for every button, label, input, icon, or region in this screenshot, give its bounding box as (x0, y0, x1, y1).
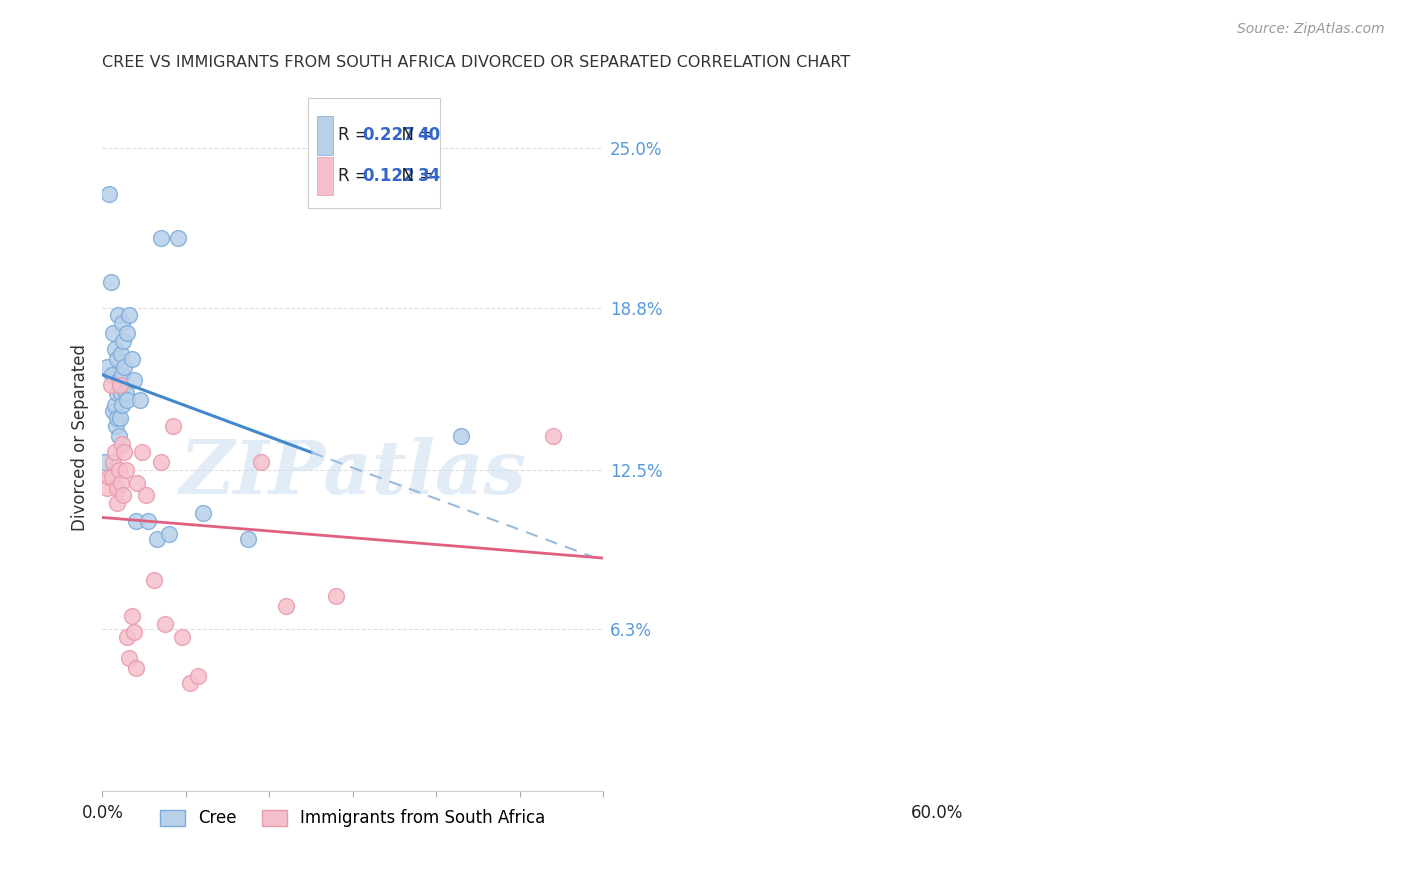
Point (100, 377, 122, 392)
Point (108, 373, 131, 387)
Point (96, 481, 118, 495)
Text: N =: N = (391, 167, 439, 185)
Point (93, 455, 115, 469)
Point (187, 668, 209, 682)
Point (118, 650, 141, 665)
Point (179, 676, 201, 690)
Point (114, 463, 136, 477)
Point (117, 393, 139, 408)
Point (250, 455, 273, 469)
Point (149, 455, 172, 469)
Text: CREE VS IMMIGRANTS FROM SOUTH AFRICA DIVORCED OR SEPARATED CORRELATION CHART: CREE VS IMMIGRANTS FROM SOUTH AFRICA DIV… (103, 55, 851, 70)
Point (117, 630, 139, 644)
Point (107, 411, 129, 425)
Point (101, 470, 124, 484)
FancyBboxPatch shape (316, 116, 333, 154)
Point (98, 470, 121, 484)
Legend: Cree, Immigrants from South Africa: Cree, Immigrants from South Africa (153, 803, 553, 834)
Point (105, 496, 128, 510)
Text: 0.0%: 0.0% (82, 804, 124, 822)
Text: 0.227: 0.227 (363, 127, 415, 145)
Point (111, 368, 134, 382)
Point (101, 368, 124, 382)
Point (98, 187, 121, 202)
Point (112, 334, 135, 348)
Point (105, 352, 128, 367)
Point (191, 507, 214, 521)
Point (107, 385, 129, 400)
Point (121, 609, 143, 624)
FancyBboxPatch shape (308, 98, 440, 208)
Point (325, 589, 347, 603)
Point (104, 342, 127, 356)
Point (131, 444, 153, 458)
FancyBboxPatch shape (316, 157, 333, 194)
Point (153, 617, 176, 632)
Point (149, 231, 172, 245)
Point (541, 429, 564, 443)
Point (162, 419, 184, 434)
Point (125, 514, 148, 528)
Point (166, 231, 188, 245)
Point (110, 347, 132, 361)
Point (138, 514, 160, 528)
Point (100, 275, 122, 289)
Point (121, 352, 143, 367)
Point (274, 599, 297, 613)
Point (107, 309, 129, 323)
Point (125, 661, 148, 675)
Point (143, 574, 166, 588)
Text: N =: N = (391, 127, 439, 145)
Point (108, 377, 131, 392)
Point (110, 475, 132, 490)
Point (103, 326, 125, 341)
Point (108, 411, 131, 425)
Text: 34: 34 (418, 167, 440, 185)
Point (108, 429, 131, 443)
Point (238, 532, 260, 546)
Point (112, 444, 135, 458)
Text: 40: 40 (418, 127, 440, 145)
Point (127, 475, 149, 490)
Point (450, 429, 472, 443)
Point (110, 385, 132, 400)
Point (122, 624, 145, 639)
Point (117, 326, 139, 341)
Point (111, 316, 134, 330)
Text: Source: ZipAtlas.com: Source: ZipAtlas.com (1237, 22, 1385, 37)
Y-axis label: Divorced or Separated: Divorced or Separated (72, 344, 89, 531)
Point (104, 444, 127, 458)
Point (103, 455, 125, 469)
Point (104, 398, 127, 412)
Point (122, 373, 145, 387)
Point (112, 488, 135, 502)
Point (103, 403, 125, 417)
Text: R =: R = (339, 127, 374, 145)
Point (108, 463, 131, 477)
Text: ZIPatlas: ZIPatlas (180, 437, 526, 509)
Text: R =: R = (339, 167, 374, 185)
Point (118, 309, 141, 323)
Point (129, 393, 152, 408)
Point (114, 385, 136, 400)
Point (96, 359, 118, 374)
Point (157, 527, 180, 541)
Point (170, 630, 193, 644)
Point (104, 419, 127, 434)
Point (111, 398, 134, 412)
Point (107, 481, 129, 495)
Text: 0.122: 0.122 (363, 167, 415, 185)
Text: 60.0%: 60.0% (911, 804, 963, 822)
Point (145, 532, 167, 546)
Point (135, 488, 157, 502)
Point (111, 437, 134, 451)
Point (112, 359, 135, 374)
